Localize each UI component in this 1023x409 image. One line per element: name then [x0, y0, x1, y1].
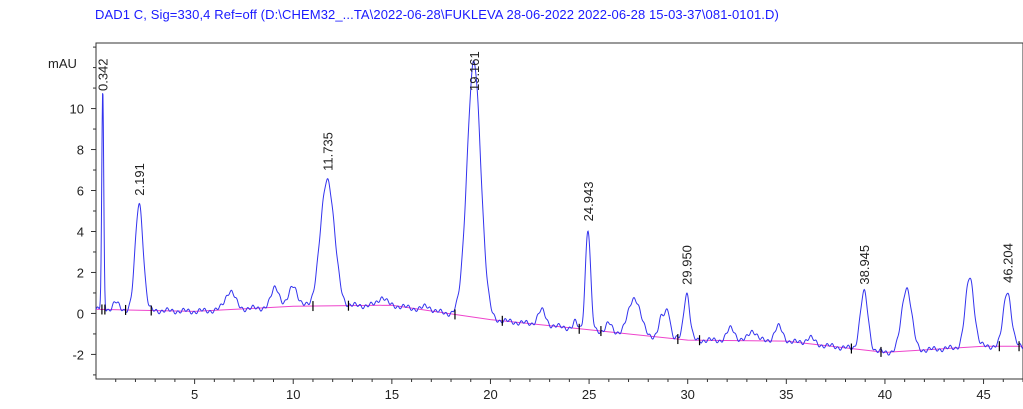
x-tick-label: 15 — [385, 387, 399, 402]
peak-label: 46.204 — [1000, 243, 1015, 283]
plot-frame — [95, 42, 1023, 380]
x-tick-label: 20 — [483, 387, 497, 402]
x-tick-label: 40 — [878, 387, 892, 402]
y-tick-label: 6 — [77, 184, 84, 199]
peak-label: 24.943 — [581, 182, 596, 222]
signal-trace — [95, 60, 1023, 356]
x-tick-label: 45 — [976, 387, 990, 402]
y-axis: -2 0 2 4 6 8 10 — [70, 46, 96, 376]
peak-label: 2.191 — [132, 163, 147, 196]
y-tick-label: 4 — [77, 224, 84, 239]
peak-label: 11.735 — [320, 132, 335, 171]
x-tick-label: 5 — [191, 387, 198, 402]
y-tick-label: 0 — [77, 306, 84, 321]
x-tick-label: 35 — [779, 387, 793, 402]
peak-label: 38.945 — [857, 245, 872, 285]
chart-title: DAD1 C, Sig=330,4 Ref=off (D:\CHEM32_...… — [95, 7, 779, 22]
peak-label: 19.161 — [467, 51, 482, 91]
y-tick-label: 8 — [77, 143, 84, 158]
x-tick-label: 30 — [680, 387, 694, 402]
peak-label: 29.950 — [680, 245, 695, 285]
peak-label: 0.342 — [96, 58, 111, 91]
baseline-layer — [95, 304, 1023, 353]
peak-labels: 0.342 2.191 11.735 19.161 24.943 29.950 38.945… — [96, 51, 1016, 285]
y-tick-label: 10 — [70, 102, 84, 117]
y-tick-label: 2 — [77, 265, 84, 280]
x-tick-label: 25 — [582, 387, 596, 402]
integration-marks — [101, 300, 1020, 357]
trace-layer — [95, 60, 1023, 356]
x-axis: 5 10 15 20 25 30 35 40 45 — [115, 379, 1023, 402]
y-tick-label: -2 — [72, 347, 84, 362]
integration-baseline — [95, 304, 1023, 353]
x-tick-label: 10 — [286, 387, 300, 402]
y-axis-label: mAU — [48, 56, 77, 71]
